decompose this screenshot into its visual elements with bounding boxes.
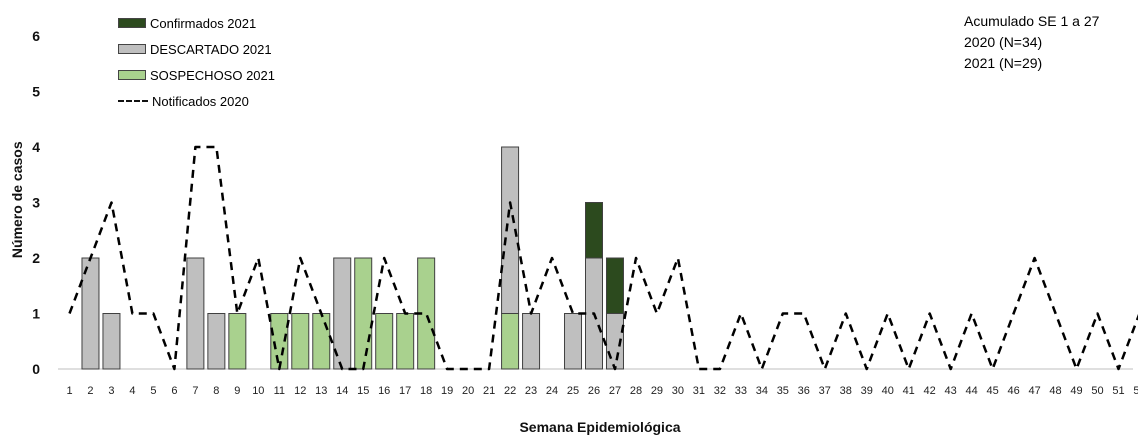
y-tick-label-0: 0 xyxy=(32,361,40,377)
legend-label-descartado: DESCARTADO 2021 xyxy=(150,41,272,57)
bar-descartado-se22 xyxy=(501,146,520,314)
legend-item-descartado: DESCARTADO 2021 xyxy=(118,36,275,62)
x-tick-label-35: 35 xyxy=(777,385,789,397)
x-tick-label-25: 25 xyxy=(567,385,579,397)
x-tick-label-41: 41 xyxy=(903,385,915,397)
bar-sospechoso-se12 xyxy=(291,313,310,370)
x-tick-label-15: 15 xyxy=(357,385,369,397)
x-tick-label-24: 24 xyxy=(546,385,558,397)
x-tick-label-29: 29 xyxy=(651,385,663,397)
x-tick-label-42: 42 xyxy=(924,385,936,397)
x-tick-label-10: 10 xyxy=(252,385,264,397)
x-tick-label-5: 5 xyxy=(150,385,156,397)
x-tick-label-16: 16 xyxy=(378,385,390,397)
x-tick-label-23: 23 xyxy=(525,385,537,397)
x-tick-label-49: 49 xyxy=(1070,385,1082,397)
x-tick-label-33: 33 xyxy=(735,385,747,397)
x-tick-label-34: 34 xyxy=(756,385,768,397)
bar-descartado-se3 xyxy=(102,313,121,370)
x-tick-label-38: 38 xyxy=(840,385,852,397)
x-tick-label-28: 28 xyxy=(630,385,642,397)
x-tick-label-21: 21 xyxy=(483,385,495,397)
x-tick-label-12: 12 xyxy=(294,385,306,397)
x-tick-label-32: 32 xyxy=(714,385,726,397)
bar-sospechoso-se15 xyxy=(354,257,373,370)
legend-item-sospechoso: SOSPECHOSO 2021 xyxy=(118,62,275,88)
bar-descartado-se2 xyxy=(81,257,100,370)
bar-confirmados-se27 xyxy=(605,257,624,314)
bar-sospechoso-se16 xyxy=(375,313,394,370)
line-notificados-2020 xyxy=(68,145,1138,371)
x-tick-label-31: 31 xyxy=(693,385,705,397)
x-axis-title: Semana Epidemiológica xyxy=(519,419,680,435)
bar-sospechoso-se22 xyxy=(501,313,520,370)
x-tick-label-48: 48 xyxy=(1049,385,1061,397)
x-tick-label-27: 27 xyxy=(609,385,621,397)
x-tick-label-2: 2 xyxy=(87,385,93,397)
legend-swatch-notificados xyxy=(118,100,148,102)
bar-descartado-se7 xyxy=(186,257,205,370)
x-tick-label-3: 3 xyxy=(108,385,114,397)
legend-label-sospechoso: SOSPECHOSO 2021 xyxy=(150,67,275,83)
x-tick-label-22: 22 xyxy=(504,385,516,397)
x-tick-label-17: 17 xyxy=(399,385,411,397)
x-tick-label-39: 39 xyxy=(861,385,873,397)
x-tick-label-50: 50 xyxy=(1091,385,1103,397)
bar-sospechoso-se13 xyxy=(312,313,331,370)
legend: Confirmados 2021 DESCARTADO 2021 SOSPECH… xyxy=(118,10,275,114)
x-tick-label-14: 14 xyxy=(336,385,348,397)
legend-item-notificados: Notificados 2020 xyxy=(118,88,275,114)
bar-descartado-se8 xyxy=(207,313,226,370)
y-tick-label-3: 3 xyxy=(32,195,40,211)
x-tick-label-9: 9 xyxy=(234,385,240,397)
x-tick-label-52: 52 xyxy=(1133,385,1138,397)
annotation-line-3: 2021 (N=29) xyxy=(964,55,1043,71)
x-tick-label-47: 47 xyxy=(1028,385,1040,397)
y-tick-label-5: 5 xyxy=(32,84,40,100)
y-tick-label-6: 6 xyxy=(32,28,40,44)
bar-sospechoso-se9 xyxy=(228,313,247,370)
x-tick-label-1: 1 xyxy=(66,385,72,397)
cumulative-annotation: Acumulado SE 1 a 27 2020 (N=34) 2021 (N=… xyxy=(964,11,1099,74)
legend-label-notificados: Notificados 2020 xyxy=(152,93,249,109)
x-tick-label-13: 13 xyxy=(315,385,327,397)
bar-descartado-se23 xyxy=(522,313,541,370)
legend-item-confirmados: Confirmados 2021 xyxy=(118,10,275,36)
annotation-line-1: Acumulado SE 1 a 27 xyxy=(964,13,1100,29)
x-tick-label-37: 37 xyxy=(819,385,831,397)
x-tick-label-45: 45 xyxy=(986,385,998,397)
bar-sospechoso-se17 xyxy=(396,313,415,370)
x-tick-label-30: 30 xyxy=(672,385,684,397)
x-tick-label-19: 19 xyxy=(441,385,453,397)
x-tick-label-7: 7 xyxy=(192,385,198,397)
x-tick-label-44: 44 xyxy=(966,385,978,397)
x-tick-label-11: 11 xyxy=(274,385,285,397)
x-tick-label-20: 20 xyxy=(462,385,474,397)
y-tick-label-4: 4 xyxy=(32,139,40,155)
x-tick-label-40: 40 xyxy=(882,385,894,397)
x-tick-label-6: 6 xyxy=(171,385,177,397)
x-tick-label-36: 36 xyxy=(798,385,810,397)
bar-descartado-se25 xyxy=(564,313,583,370)
x-tick-label-26: 26 xyxy=(588,385,600,397)
y-tick-label-2: 2 xyxy=(32,250,40,266)
x-tick-label-18: 18 xyxy=(420,385,432,397)
x-tick-label-8: 8 xyxy=(213,385,219,397)
y-axis-title: Número de casos xyxy=(9,141,25,258)
legend-swatch-descartado xyxy=(118,44,146,54)
bar-confirmados-se26 xyxy=(585,202,603,259)
x-tick-label-4: 4 xyxy=(129,385,135,397)
x-tick-label-43: 43 xyxy=(945,385,957,397)
legend-label-confirmados: Confirmados 2021 xyxy=(150,15,257,31)
legend-swatch-sospechoso xyxy=(118,70,146,80)
x-tick-label-51: 51 xyxy=(1112,385,1124,397)
x-tick-label-46: 46 xyxy=(1007,385,1019,397)
y-tick-label-1: 1 xyxy=(32,306,40,322)
annotation-line-2: 2020 (N=34) xyxy=(964,34,1043,50)
legend-swatch-confirmados xyxy=(118,18,146,28)
